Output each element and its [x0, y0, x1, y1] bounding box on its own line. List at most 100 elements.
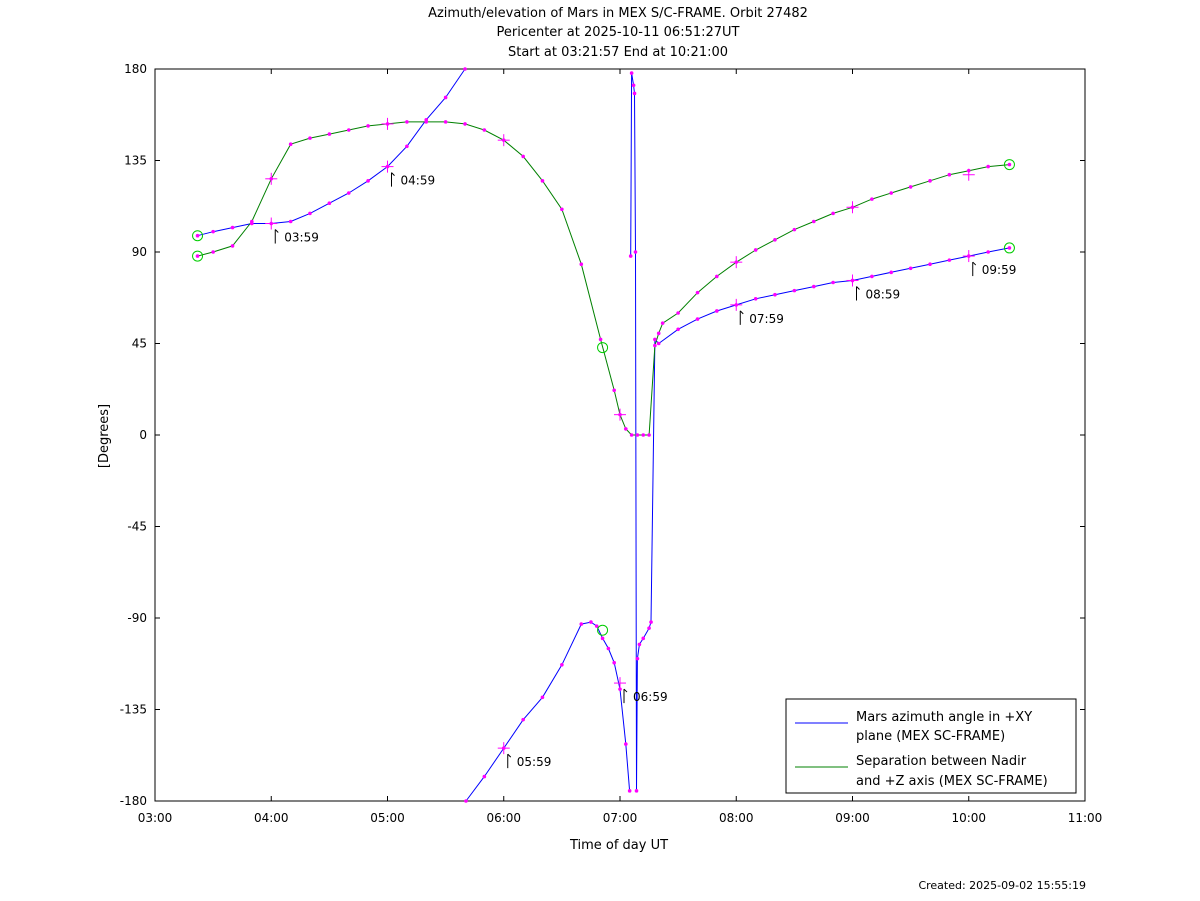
data-point [612, 660, 616, 665]
data-point [653, 337, 657, 342]
data-point [405, 144, 409, 149]
data-point [612, 388, 616, 393]
data-point [521, 154, 525, 159]
chart-title: Azimuth/elevation of Mars in MEX S/C-FRA… [428, 6, 808, 60]
data-point [463, 67, 467, 71]
data-point [579, 622, 584, 626]
hour-arrow-head [739, 310, 744, 315]
y-axis-label: [Degrees] [97, 404, 112, 468]
hour-arrow-head [507, 753, 512, 758]
title-line-2: Pericenter at 2025-10-11 06:51:27UT [496, 25, 739, 40]
title-line-3: Start at 03:21:57 End at 10:21:00 [508, 45, 728, 60]
data-point [641, 433, 646, 437]
series-line-separation [197, 121, 1010, 436]
data-point [676, 311, 680, 315]
title-line-1: Azimuth/elevation of Mars in MEX S/C-FRA… [428, 6, 808, 21]
data-point [649, 620, 653, 624]
hour-label: 08:59 [866, 287, 901, 301]
data-point [986, 164, 990, 169]
data-point [560, 662, 564, 667]
data-point [308, 136, 312, 140]
data-point [629, 433, 634, 437]
y-tick-label: 180 [124, 62, 147, 76]
data-point [889, 191, 894, 195]
hour-arrow-head [972, 261, 977, 266]
series-line-azimuth [630, 73, 1010, 791]
data-point [986, 250, 990, 254]
data-point [811, 219, 816, 224]
data-point [366, 124, 370, 128]
data-point [627, 789, 632, 793]
data-point [753, 296, 758, 301]
hour-arrow-head [391, 172, 395, 176]
data-point [624, 427, 628, 431]
data-point [540, 695, 545, 700]
data-point [641, 636, 646, 641]
data-point [947, 172, 952, 177]
data-point [831, 211, 835, 216]
y-tick-label: 135 [124, 154, 147, 168]
data-point [647, 433, 651, 437]
event-circle [597, 624, 609, 636]
data-point [443, 95, 448, 100]
data-point [635, 656, 640, 661]
data-point [908, 266, 913, 271]
data-point [482, 774, 487, 779]
data-point [346, 128, 351, 132]
hour-arrow-head [274, 229, 279, 233]
data-point [594, 624, 599, 628]
data-point [870, 274, 874, 279]
event-circle [597, 342, 609, 354]
data-point [753, 248, 758, 252]
x-tick-label: 11:00 [1068, 811, 1103, 825]
data-point [250, 219, 254, 224]
hour-label: 03:59 [284, 231, 319, 245]
data-point [811, 284, 816, 289]
x-axis-label: Time of day UT [569, 838, 668, 853]
data-point [288, 142, 293, 147]
data-point [633, 250, 638, 254]
data-point [889, 270, 894, 275]
data-point [540, 179, 545, 183]
data-point [308, 211, 312, 216]
x-tick-label: 06:00 [486, 811, 521, 825]
data-point [579, 262, 584, 267]
data-point [928, 262, 932, 267]
x-axis: 03:00 04:00 05:00 06:00 07:00 08:00 09:00 10:00… [138, 69, 1103, 825]
x-tick-label: 04:00 [254, 811, 289, 825]
data-point [653, 343, 657, 348]
y-tick-label: -45 [127, 520, 147, 534]
data-point [656, 331, 661, 336]
data-point [1007, 162, 1012, 167]
data-point [521, 717, 525, 722]
series-line-azimuth [197, 68, 466, 237]
data-point [195, 233, 200, 238]
data-point [230, 244, 235, 248]
data-point [629, 71, 634, 75]
hour-arrow-head [623, 688, 628, 693]
data-point [695, 290, 700, 295]
x-tick-label: 09:00 [835, 811, 870, 825]
hour-label: 07:59 [749, 312, 784, 326]
data-point [908, 185, 913, 189]
data-point [606, 646, 611, 651]
event-circle [1003, 242, 1015, 254]
legend-label-azimuth-line-1: Mars azimuth angle in +XY [856, 710, 1032, 725]
data-point [773, 292, 777, 297]
data-point [634, 789, 639, 793]
data-point [928, 179, 932, 183]
data-point [624, 742, 628, 746]
data-point [560, 207, 564, 212]
legend: Mars azimuth angle in +XY plane (MEX SC-… [785, 698, 1077, 794]
data-point [660, 321, 665, 325]
data-point [230, 225, 235, 230]
y-tick-label: -180 [120, 794, 147, 808]
data-point [346, 191, 351, 195]
data-point [792, 288, 797, 293]
y-tick-label: -135 [120, 703, 147, 717]
data-point [831, 280, 835, 285]
data-point [464, 799, 468, 803]
y-tick-label: 45 [132, 337, 147, 351]
data-point [947, 258, 952, 262]
